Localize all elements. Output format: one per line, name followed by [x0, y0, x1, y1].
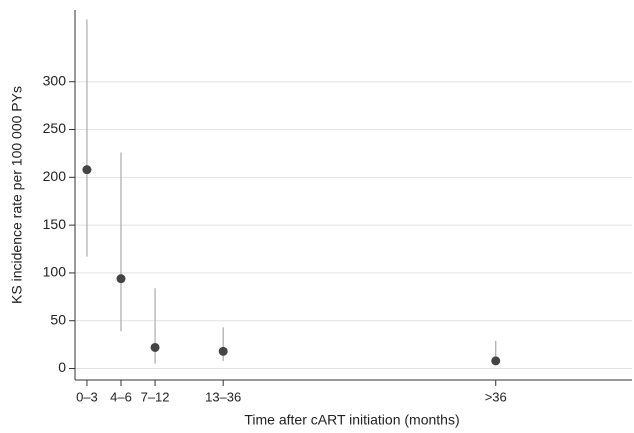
- point: [82, 165, 92, 175]
- y-tick-label: 150: [43, 216, 67, 232]
- point: [116, 274, 126, 284]
- x-tick-label: 0–3: [76, 389, 98, 404]
- y-tick-label: 300: [43, 72, 67, 88]
- y-axis-label: KS incidence rate per 100 000 PYs: [9, 86, 25, 304]
- y-tick-label: 100: [43, 264, 67, 280]
- x-axis-label: Time after cART initiation (months): [244, 412, 459, 428]
- x-tick-label: 13–36: [205, 389, 241, 404]
- y-tick-label: 200: [43, 168, 67, 184]
- point: [491, 356, 501, 366]
- y-tick-label: 50: [50, 311, 66, 327]
- point: [150, 342, 160, 352]
- point: [218, 346, 228, 356]
- y-tick-label: 0: [58, 359, 66, 375]
- x-tick-label: 4–6: [110, 389, 132, 404]
- y-tick-label: 250: [43, 120, 67, 136]
- x-tick-label: >36: [485, 389, 507, 404]
- x-tick-label: 7–12: [141, 389, 170, 404]
